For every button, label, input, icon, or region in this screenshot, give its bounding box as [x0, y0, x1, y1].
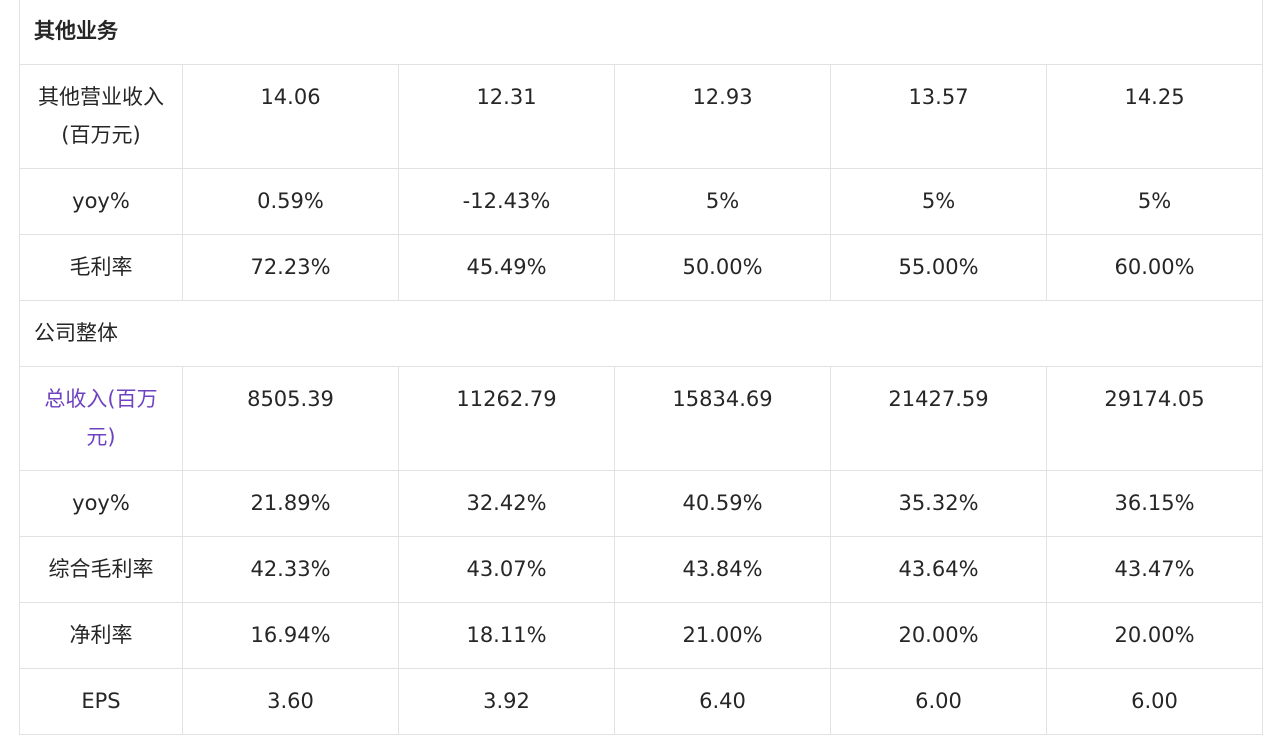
table-cell: 42.33%	[182, 536, 399, 603]
row-label: 综合毛利率	[19, 536, 183, 603]
table-row: yoy% 0.59% -12.43% 5% 5% 5%	[19, 168, 1264, 235]
row-label: 净利率	[19, 602, 183, 669]
table-row: yoy% 21.89% 32.42% 40.59% 35.32% 36.15%	[19, 470, 1264, 537]
table-cell: 12.93	[614, 64, 831, 169]
row-label: yoy%	[19, 470, 183, 537]
row-label: 其他营业收入(百万元)	[19, 64, 183, 169]
table-row: 净利率 16.94% 18.11% 21.00% 20.00% 20.00%	[19, 602, 1264, 669]
table-cell: 60.00%	[1045, 234, 1264, 301]
table-cell: 40.59%	[614, 470, 831, 537]
table-cell: 43.07%	[398, 536, 615, 603]
section-row-other-business: 其他业务	[18, 0, 1264, 65]
table-cell: 5%	[1045, 168, 1264, 235]
table-row: EPS 3.60 3.92 6.40 6.00 6.00	[19, 668, 1264, 735]
section-title-company-overall: 公司整体	[18, 300, 1264, 367]
section-row-company-overall: 公司整体	[18, 300, 1264, 367]
table-cell: 5%	[614, 168, 831, 235]
table-cell: 20.00%	[830, 602, 1047, 669]
table-cell: 6.00	[830, 668, 1047, 735]
table-cell: 3.92	[398, 668, 615, 735]
table-cell: 6.40	[614, 668, 831, 735]
table-row: 总收入(百万元) 8505.39 11262.79 15834.69 21427…	[19, 366, 1264, 471]
table-cell: 55.00%	[830, 234, 1047, 301]
table-row: 综合毛利率 42.33% 43.07% 43.84% 43.64% 43.47%	[19, 536, 1264, 603]
table-cell: 35.32%	[830, 470, 1047, 537]
table-cell: 21427.59	[830, 366, 1047, 471]
table-row: 毛利率 72.23% 45.49% 50.00% 55.00% 60.00%	[19, 234, 1264, 301]
table-cell: 20.00%	[1045, 602, 1264, 669]
table-cell: 32.42%	[398, 470, 615, 537]
table-cell: 16.94%	[182, 602, 399, 669]
table-cell: 21.00%	[614, 602, 831, 669]
table-cell: -12.43%	[398, 168, 615, 235]
table-cell: 21.89%	[182, 470, 399, 537]
table-cell: 29174.05	[1045, 366, 1264, 471]
table-cell: 6.00	[1045, 668, 1264, 735]
table-cell: 5%	[830, 168, 1047, 235]
table-cell: 72.23%	[182, 234, 399, 301]
financial-forecast-table: 其他业务 其他营业收入(百万元) 14.06 12.31 12.93 13.57…	[18, 0, 1264, 735]
table-cell: 0.59%	[182, 168, 399, 235]
table-cell: 15834.69	[614, 366, 831, 471]
row-label-link[interactable]: 总收入(百万元)	[19, 366, 183, 471]
table-cell: 13.57	[830, 64, 1047, 169]
row-label: EPS	[19, 668, 183, 735]
table-cell: 18.11%	[398, 602, 615, 669]
table-cell: 14.25	[1045, 64, 1264, 169]
table-cell: 11262.79	[398, 366, 615, 471]
table-cell: 3.60	[182, 668, 399, 735]
table-row: 其他营业收入(百万元) 14.06 12.31 12.93 13.57 14.2…	[19, 64, 1264, 169]
table-cell: 50.00%	[614, 234, 831, 301]
table-cell: 14.06	[182, 64, 399, 169]
table-cell: 36.15%	[1045, 470, 1264, 537]
table-cell: 12.31	[398, 64, 615, 169]
row-label: yoy%	[19, 168, 183, 235]
table-cell: 8505.39	[182, 366, 399, 471]
table-cell: 43.47%	[1045, 536, 1264, 603]
row-label: 毛利率	[19, 234, 183, 301]
total-revenue-link[interactable]: 总收入(百万元)	[44, 387, 158, 449]
section-title-other-business: 其他业务	[18, 0, 1264, 65]
table-cell: 43.64%	[830, 536, 1047, 603]
table-cell: 45.49%	[398, 234, 615, 301]
table-cell: 43.84%	[614, 536, 831, 603]
